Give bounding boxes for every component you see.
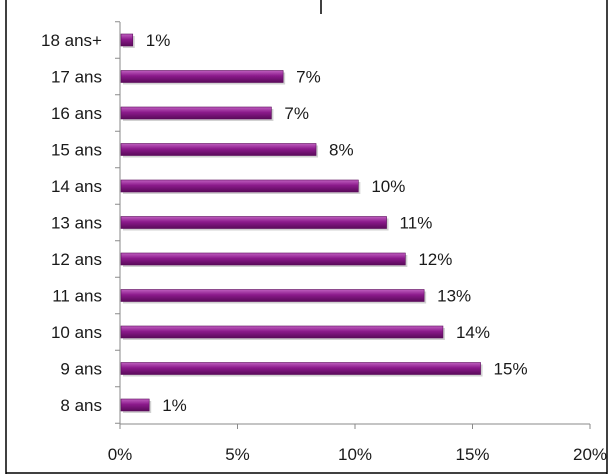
category-label: 15 ans (51, 141, 102, 160)
bar (120, 179, 359, 193)
bar (120, 398, 150, 412)
x-tick-label: 10% (338, 445, 372, 464)
bar (120, 106, 272, 120)
category-label: 17 ans (51, 68, 102, 87)
bar (120, 143, 317, 156)
bar (120, 289, 425, 302)
category-label: 10 ans (51, 323, 102, 342)
category-label: 16 ans (51, 104, 102, 123)
category-label: 14 ans (51, 177, 102, 196)
data-label: 1% (162, 396, 187, 415)
bar (120, 216, 387, 229)
data-label: 7% (296, 68, 321, 87)
data-label: 13% (437, 287, 471, 306)
data-label: 11% (400, 214, 433, 233)
x-tick-label: 15% (455, 445, 489, 464)
bar (120, 70, 284, 83)
data-label: 14% (456, 323, 490, 342)
category-label: 13 ans (51, 214, 102, 233)
data-label: 10% (371, 177, 405, 196)
category-label: 8 ans (60, 396, 102, 415)
bar (120, 362, 481, 375)
data-label: 8% (329, 141, 354, 160)
x-tick-label: 5% (225, 445, 250, 464)
category-label: 11 ans (52, 287, 102, 306)
category-label: 18 ans+ (41, 31, 102, 50)
bar (120, 252, 406, 266)
bar (120, 325, 444, 339)
category-label: 12 ans (51, 250, 102, 269)
x-tick-label: 20% (573, 445, 607, 464)
data-label: 7% (284, 104, 309, 123)
data-label: 1% (146, 31, 171, 50)
data-label: 12% (418, 250, 452, 269)
data-label: 15% (494, 360, 528, 379)
x-tick-label: 0% (108, 445, 133, 464)
bar (120, 33, 134, 47)
category-label: 9 ans (60, 360, 102, 379)
